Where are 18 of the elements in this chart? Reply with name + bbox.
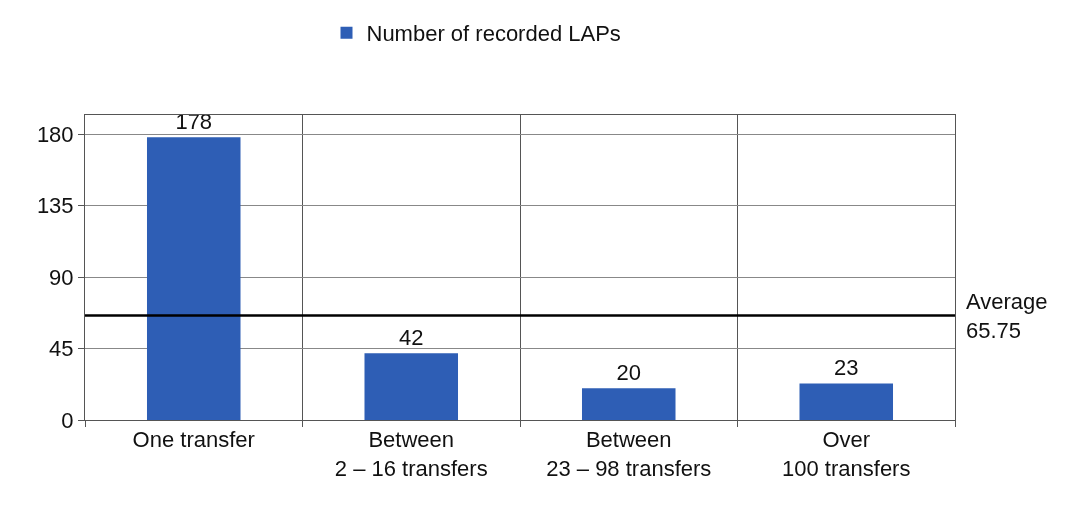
y-tick-label: 0 bbox=[61, 407, 74, 433]
bar bbox=[799, 383, 894, 420]
bar bbox=[364, 353, 459, 420]
data-label: 20 bbox=[616, 360, 641, 386]
y-tick-label: 45 bbox=[49, 336, 74, 362]
bar bbox=[581, 388, 676, 420]
x-tick-label: Over 100 transfers bbox=[782, 427, 911, 481]
bar bbox=[146, 137, 241, 420]
data-label: 42 bbox=[399, 325, 424, 351]
y-tick-label: 180 bbox=[36, 121, 74, 147]
y-tick-label: 135 bbox=[36, 193, 74, 219]
x-tick-label: Between 2 – 16 transfers bbox=[334, 427, 488, 481]
x-tick-label: Between 23 – 98 transfers bbox=[546, 427, 712, 481]
legend-label: Number of recorded LAPs bbox=[366, 21, 621, 47]
ref-line-label: Average 65.75 bbox=[966, 289, 1048, 343]
x-tick-label: One transfer bbox=[132, 427, 255, 453]
data-label: 23 bbox=[834, 355, 859, 381]
y-tick-label: 90 bbox=[49, 264, 74, 290]
